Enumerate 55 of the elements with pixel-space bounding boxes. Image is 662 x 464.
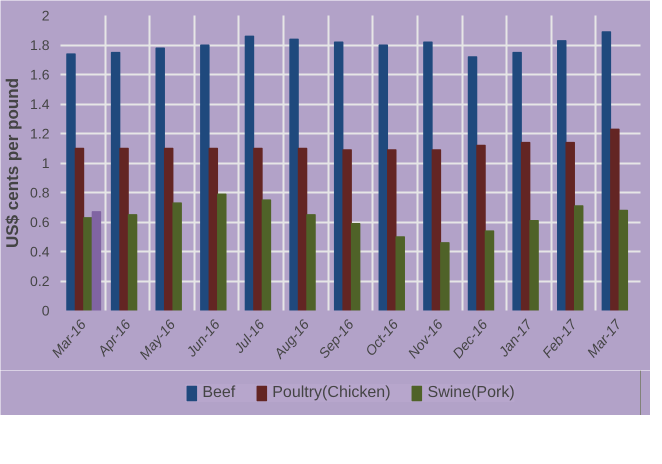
bar — [468, 56, 478, 310]
bar — [83, 217, 93, 310]
bar — [423, 42, 433, 310]
y-tick-label: 1 — [42, 155, 50, 171]
bar — [484, 230, 494, 310]
bar — [602, 31, 612, 310]
bar — [66, 53, 76, 310]
bar — [334, 42, 344, 310]
y-tick-label: 0.6 — [30, 214, 50, 230]
bar — [200, 44, 210, 310]
bar — [378, 44, 388, 310]
bar — [92, 211, 102, 310]
bar — [306, 214, 316, 310]
bar — [110, 52, 120, 310]
bar — [253, 148, 263, 310]
bar — [155, 47, 165, 310]
bar — [557, 40, 566, 310]
bar — [217, 193, 227, 310]
bar — [128, 214, 138, 310]
y-tick-label: 0.8 — [30, 184, 50, 200]
y-tick-label: 1.6 — [30, 66, 50, 82]
bar — [396, 236, 405, 310]
bar — [164, 148, 174, 310]
bar — [208, 148, 218, 310]
legend-label: Poultry(Chicken) — [272, 384, 391, 402]
bar — [298, 148, 308, 310]
y-tick-label: 1.4 — [30, 96, 50, 112]
y-axis-title: US$ cents per pound — [3, 78, 22, 248]
y-tick-label: 2 — [42, 8, 50, 24]
bar — [350, 222, 360, 310]
bar — [342, 149, 352, 310]
bar — [74, 148, 84, 310]
bar — [244, 36, 254, 310]
bar — [440, 242, 450, 310]
bar — [529, 220, 539, 310]
bar — [172, 202, 182, 310]
y-tick-label: 1.8 — [30, 37, 50, 53]
bar — [512, 52, 522, 310]
bar — [119, 148, 129, 310]
bar — [520, 142, 530, 310]
y-tick-label: 0.4 — [30, 244, 50, 260]
legend-label: Beef — [202, 384, 236, 402]
legend-label: Swine(Pork) — [428, 384, 515, 402]
y-tick-label: 0.2 — [30, 273, 50, 289]
bar — [476, 144, 486, 310]
bar — [618, 210, 628, 310]
bar — [289, 38, 299, 310]
bar — [574, 205, 584, 310]
bar — [432, 149, 442, 310]
y-tick-label: 1.2 — [30, 126, 50, 142]
bar — [262, 199, 272, 310]
y-tick-label: 0 — [42, 302, 50, 318]
bar — [387, 149, 397, 310]
bar — [565, 142, 575, 310]
bar — [610, 128, 620, 310]
